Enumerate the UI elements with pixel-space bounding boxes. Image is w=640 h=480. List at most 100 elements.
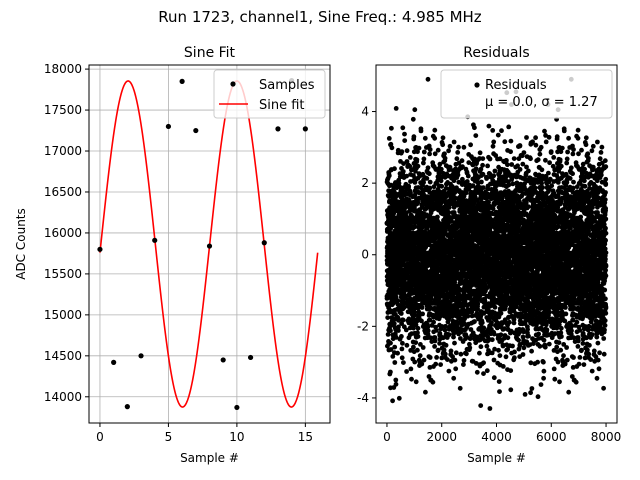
residual-point — [480, 162, 485, 168]
residual-point — [507, 319, 512, 325]
residual-point — [415, 347, 420, 353]
residual-point — [422, 135, 428, 141]
residual-point — [453, 350, 459, 356]
residual-point — [404, 173, 409, 179]
sine-fit-legend: Samples Sine fit — [213, 69, 326, 119]
sample-point — [302, 126, 308, 132]
sample-point — [124, 404, 130, 410]
residual-point — [508, 138, 514, 144]
residual-point — [484, 176, 489, 181]
residual-point — [506, 124, 512, 130]
residual-point — [399, 355, 405, 361]
residual-point — [477, 350, 482, 356]
residual-point — [396, 328, 401, 333]
sine-fit-x-tick-label: 5 — [165, 430, 173, 444]
residual-point — [432, 344, 437, 349]
residual-point — [415, 149, 420, 155]
residual-point — [391, 211, 397, 216]
residual-point — [404, 148, 410, 154]
residual-point — [517, 143, 523, 149]
figure-suptitle: Run 1723, channel1, Sine Freq.: 4.985 MH… — [158, 8, 482, 26]
residual-point — [414, 157, 420, 163]
sine-fit-curve-layer — [99, 80, 319, 408]
residual-point — [447, 143, 453, 149]
residual-point — [502, 139, 508, 145]
residual-point — [401, 360, 406, 365]
sine-fit-y-tick-label: 18000 — [44, 62, 82, 76]
residual-point — [457, 385, 463, 391]
residual-point — [391, 321, 397, 326]
residual-point — [446, 332, 452, 338]
sine-fit-y-tick-label: 14000 — [44, 390, 82, 404]
residual-point — [390, 354, 396, 359]
residual-point — [438, 362, 443, 367]
residual-point — [423, 389, 428, 395]
residual-point — [504, 158, 509, 163]
residual-point — [417, 353, 423, 359]
residual-point — [461, 358, 467, 363]
residual-point — [468, 142, 473, 148]
residual-point — [440, 142, 446, 148]
residual-point — [499, 128, 504, 134]
residual-point — [516, 337, 521, 343]
sample-point — [138, 353, 144, 359]
sine-fit-ylabel: ADC Counts — [14, 208, 28, 280]
residual-point — [472, 319, 477, 324]
residual-point — [453, 366, 459, 372]
sine-fit-y-tick-label: 16000 — [44, 226, 82, 240]
sine-fit-x-tick-label: 15 — [298, 430, 313, 444]
residual-point — [420, 345, 426, 350]
residual-point — [386, 173, 392, 179]
residual-point — [490, 143, 496, 149]
residual-point — [431, 319, 436, 325]
residual-point — [464, 351, 469, 357]
residual-point — [491, 173, 497, 179]
residual-point — [400, 125, 406, 131]
residual-point — [434, 355, 439, 360]
residual-point — [432, 338, 438, 344]
residual-point — [446, 148, 451, 154]
residual-point — [416, 145, 422, 151]
residual-point — [395, 350, 400, 356]
residual-point — [475, 301, 481, 307]
residual-point — [491, 139, 497, 145]
residual-point — [427, 185, 433, 191]
residual-point — [437, 341, 442, 346]
residual-point — [432, 127, 438, 133]
residual-point — [425, 76, 431, 82]
residual-point — [419, 361, 425, 367]
residual-point — [452, 340, 457, 346]
residuals-points-layer — [384, 76, 609, 411]
residual-point — [411, 134, 417, 140]
residual-point — [389, 145, 395, 151]
residual-point — [510, 343, 515, 349]
sample-point — [193, 127, 199, 134]
residual-point — [492, 304, 498, 310]
residual-point — [442, 351, 448, 357]
residual-point — [421, 180, 426, 185]
residual-point — [505, 162, 510, 168]
residual-point — [424, 226, 430, 231]
residual-point — [389, 125, 394, 131]
residual-point — [461, 362, 466, 367]
sample-point — [152, 237, 158, 243]
residual-point — [465, 173, 471, 179]
sine-fit-xlabel: Sample # — [180, 451, 239, 465]
residual-point — [396, 395, 402, 401]
residual-point — [398, 311, 404, 316]
residual-point — [508, 368, 514, 373]
residual-point — [412, 107, 418, 113]
residual-point — [415, 325, 421, 331]
residual-point — [458, 351, 464, 357]
residual-point — [479, 320, 485, 326]
residual-point — [392, 360, 398, 365]
residual-point — [486, 123, 492, 129]
residual-point — [415, 330, 420, 336]
sine-fit-x-tick-label: 0 — [96, 430, 104, 444]
legend-sine-fit-label: Sine fit — [259, 98, 305, 113]
residual-point — [410, 116, 416, 122]
residual-point — [399, 334, 404, 339]
residual-point — [426, 374, 432, 379]
sine-fit-y-tick-label: 17000 — [44, 144, 82, 158]
